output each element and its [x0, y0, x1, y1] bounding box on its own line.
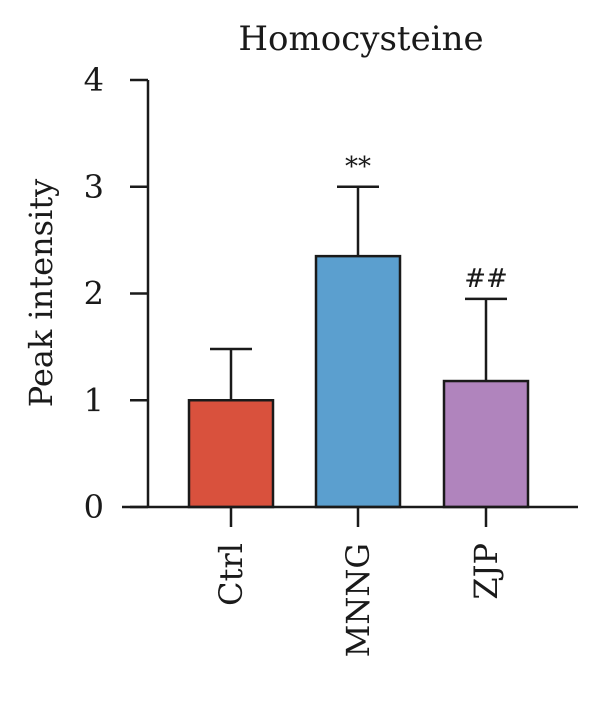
significance-mnng: **: [345, 152, 371, 182]
chart-marks: ** ##: [187, 152, 530, 509]
category-label-ctrl: Ctrl: [212, 543, 250, 606]
y-axis-label: Peak intensity: [22, 179, 60, 408]
x-axis-categories: Ctrl MNNG ZJP: [212, 507, 505, 657]
y-axis-ticks: 0 1 2 3 4: [84, 61, 148, 526]
significance-zjp: ##: [464, 264, 508, 294]
y-tick-label-4: 4: [84, 61, 104, 99]
chart-title: Homocysteine: [238, 19, 483, 59]
y-tick-label-2: 2: [84, 275, 104, 313]
category-label-mnng: MNNG: [339, 543, 377, 657]
bar-ctrl: [187, 399, 275, 509]
category-label-zjp: ZJP: [467, 543, 505, 600]
y-tick-label-3: 3: [84, 168, 104, 206]
bar-zjp: [442, 379, 530, 509]
y-tick-label-0: 0: [84, 488, 104, 526]
bar-mnng: [314, 254, 402, 509]
y-tick-label-1: 1: [84, 381, 104, 419]
